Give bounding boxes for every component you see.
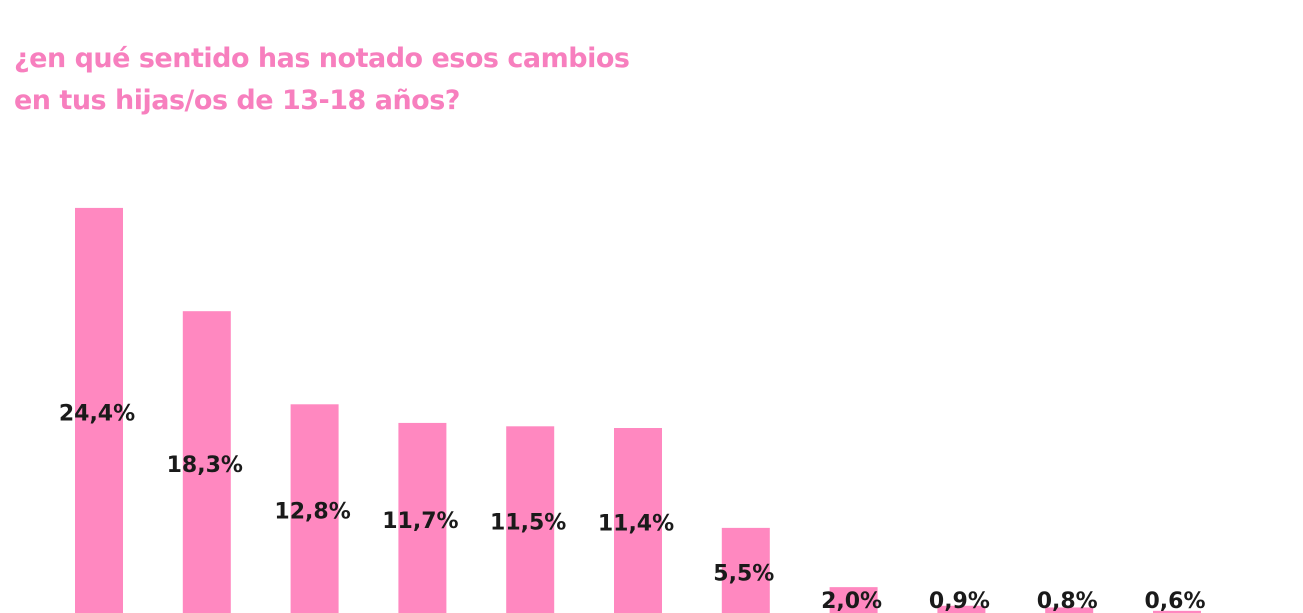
value-label: 18,3% bbox=[167, 453, 243, 478]
value-label: 0,8% bbox=[1037, 589, 1098, 613]
value-label: 24,4% bbox=[59, 401, 135, 426]
value-label: 12,8% bbox=[274, 500, 350, 525]
bar bbox=[1153, 610, 1201, 613]
value-label: 11,7% bbox=[382, 509, 458, 534]
bar bbox=[721, 527, 770, 613]
bar bbox=[829, 587, 878, 613]
value-label: 0,9% bbox=[929, 589, 990, 613]
bar bbox=[506, 426, 555, 613]
bar bbox=[1045, 607, 1094, 613]
bar bbox=[614, 427, 662, 613]
value-label: 0,6% bbox=[1144, 589, 1205, 613]
value-label: 5,5% bbox=[713, 561, 774, 586]
bar bbox=[75, 207, 123, 613]
value-label: 11,5% bbox=[490, 511, 566, 536]
value-label: 2,0% bbox=[821, 589, 882, 613]
bar bbox=[398, 422, 447, 613]
value-label: 11,4% bbox=[598, 511, 674, 536]
bar bbox=[937, 605, 986, 613]
bar bbox=[290, 404, 339, 613]
chart-title: ¿en qué sentido has notado esos cambios … bbox=[14, 43, 630, 116]
bar bbox=[182, 311, 231, 613]
